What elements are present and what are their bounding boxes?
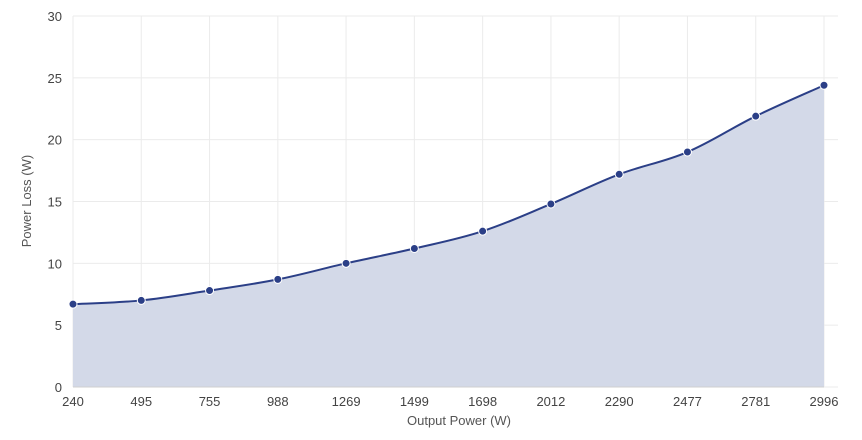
x-tick-label: 495 bbox=[130, 394, 152, 409]
y-tick-label: 10 bbox=[48, 256, 62, 271]
data-point bbox=[205, 286, 215, 296]
x-axis-label: Output Power (W) bbox=[407, 413, 511, 428]
data-point bbox=[409, 243, 419, 253]
y-tick-label: 30 bbox=[48, 9, 62, 24]
x-tick-label: 1269 bbox=[332, 394, 361, 409]
y-tick-label: 25 bbox=[48, 71, 62, 86]
y-tick-labels: 0 5 10 15 20 25 30 bbox=[48, 9, 62, 395]
y-tick-label: 20 bbox=[48, 133, 62, 148]
data-point bbox=[341, 258, 351, 268]
x-tick-label: 2290 bbox=[605, 394, 634, 409]
data-point bbox=[136, 295, 146, 305]
x-tick-label: 2477 bbox=[673, 394, 702, 409]
x-tick-label: 2012 bbox=[536, 394, 565, 409]
y-tick-label: 15 bbox=[48, 195, 62, 210]
y-axis-label: Power Loss (W) bbox=[19, 155, 34, 247]
data-point bbox=[478, 226, 488, 236]
x-tick-label: 1499 bbox=[400, 394, 429, 409]
series-line bbox=[72, 84, 825, 306]
x-tick-label: 988 bbox=[267, 394, 289, 409]
x-tick-label: 1698 bbox=[468, 394, 497, 409]
y-tick-label: 0 bbox=[55, 380, 62, 395]
series-markers bbox=[68, 80, 829, 309]
data-point bbox=[682, 147, 692, 157]
x-tick-label: 2781 bbox=[741, 394, 770, 409]
data-point bbox=[614, 169, 624, 179]
data-point bbox=[819, 80, 829, 90]
data-point bbox=[751, 111, 761, 121]
x-tick-label: 2996 bbox=[810, 394, 839, 409]
series-area-fill bbox=[73, 85, 824, 388]
x-tick-labels: 240 495 755 988 1269 1499 1698 2012 2290 2477 2781… bbox=[62, 394, 838, 409]
x-tick-label: 240 bbox=[62, 394, 84, 409]
y-tick-label: 5 bbox=[55, 318, 62, 333]
data-point bbox=[68, 299, 78, 309]
data-point bbox=[546, 199, 556, 209]
data-point bbox=[273, 274, 283, 284]
x-tick-label: 755 bbox=[199, 394, 221, 409]
